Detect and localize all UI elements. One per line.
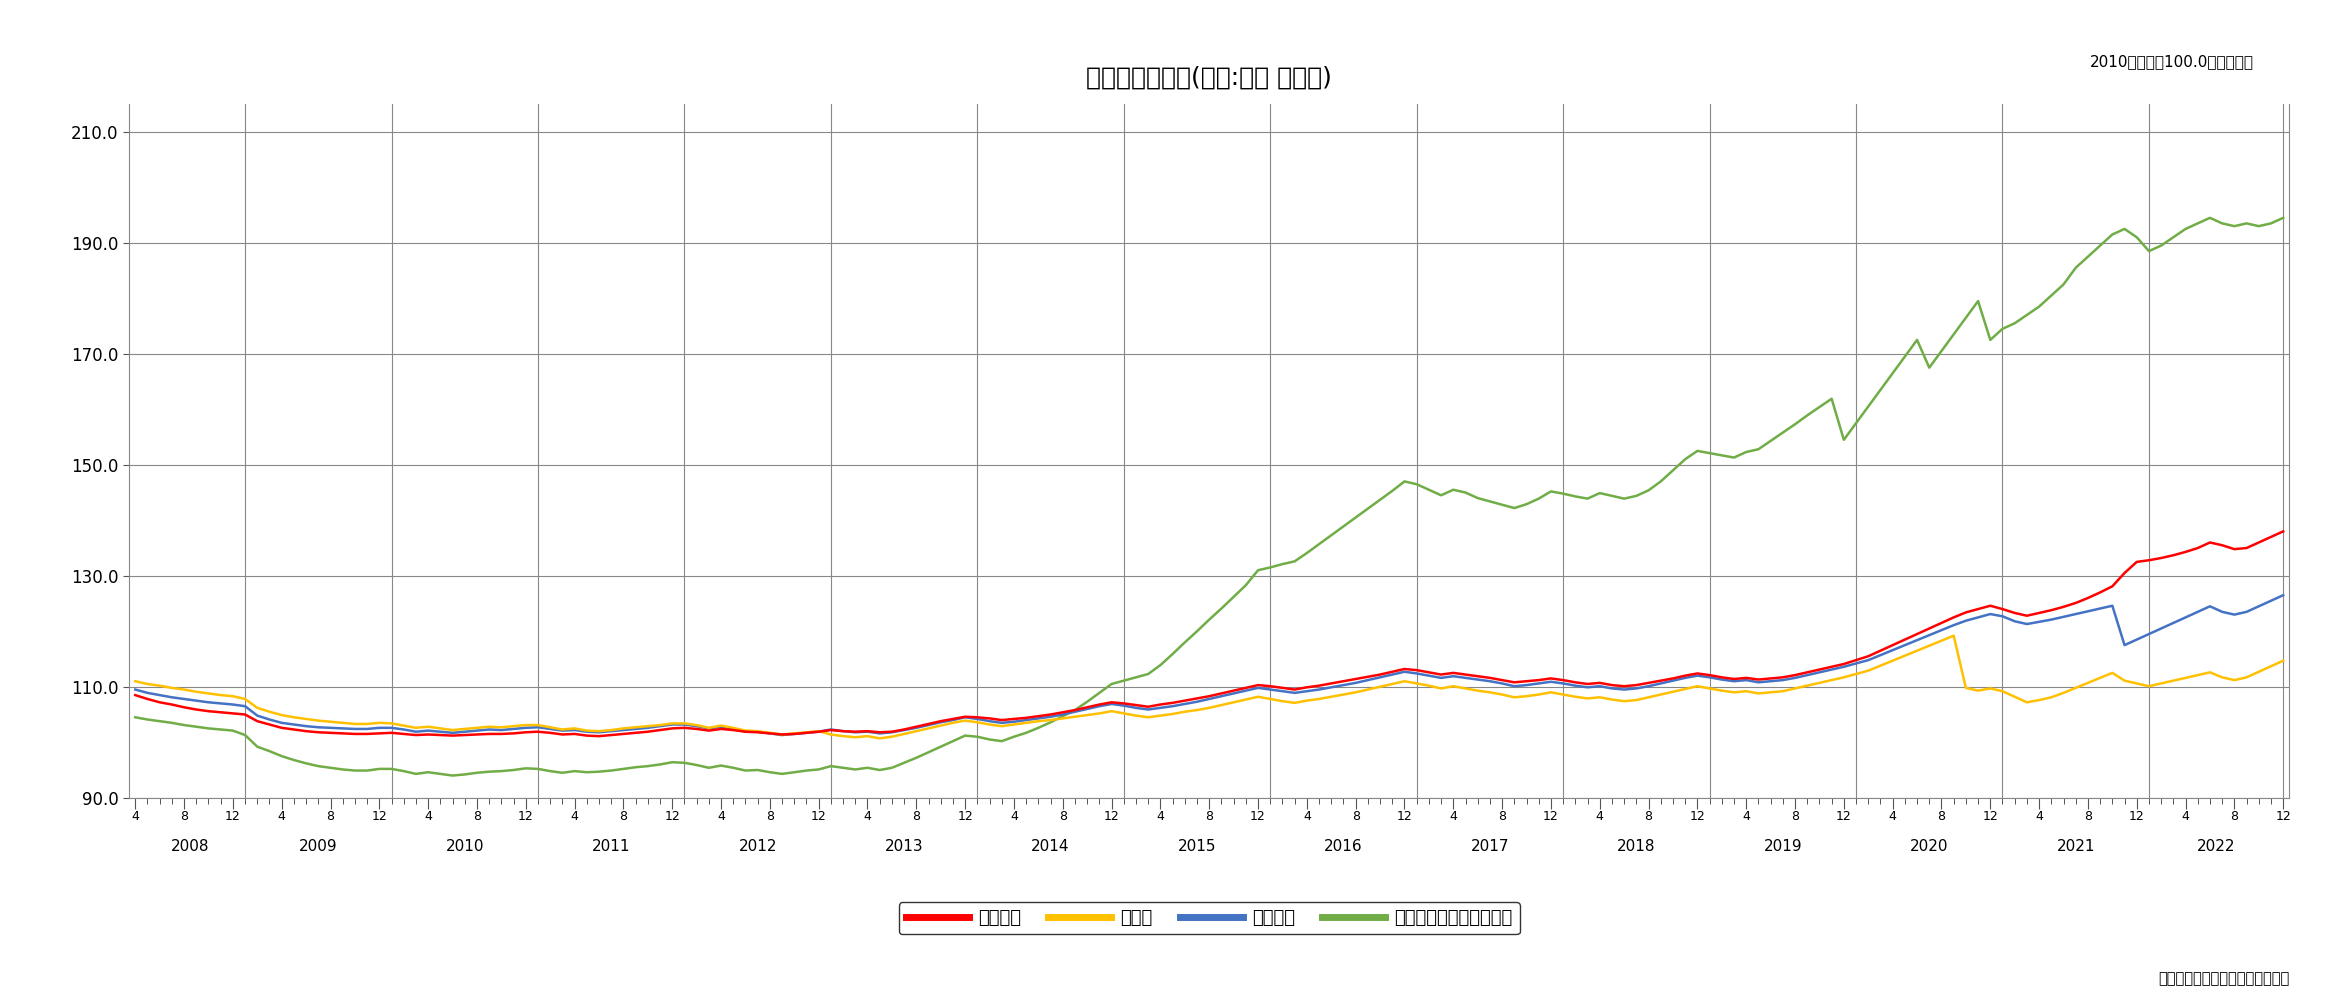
Text: 2018: 2018 xyxy=(1618,839,1655,854)
Text: 2022: 2022 xyxy=(2198,839,2235,854)
Text: 2012: 2012 xyxy=(737,839,777,854)
Text: 2011: 2011 xyxy=(592,839,632,854)
Text: 2020: 2020 xyxy=(1909,839,1949,854)
Text: 2009: 2009 xyxy=(298,839,338,854)
Text: 2021: 2021 xyxy=(2057,839,2094,854)
Text: 2008: 2008 xyxy=(171,839,209,854)
Text: 出典：国交省「不動産価格指数」: 出典：国交省「不動産価格指数」 xyxy=(2158,971,2289,986)
Legend: 住宅総合, 住宅地, 戸建住宅, マンション（区分所有）: 住宅総合, 住宅地, 戸建住宅, マンション（区分所有） xyxy=(899,902,1519,935)
Text: 2010年平均＝100.0（基準値）: 2010年平均＝100.0（基準値） xyxy=(2090,55,2254,69)
Text: 2015: 2015 xyxy=(1179,839,1216,854)
Text: 2013: 2013 xyxy=(885,839,923,854)
Text: 2010: 2010 xyxy=(446,839,484,854)
Text: 2017: 2017 xyxy=(1470,839,1510,854)
Text: 2019: 2019 xyxy=(1763,839,1803,854)
Text: 2016: 2016 xyxy=(1324,839,1362,854)
Title: 不動産価格指数(全国:住宅 原系列): 不動産価格指数(全国:住宅 原系列) xyxy=(1087,65,1331,89)
Text: 2014: 2014 xyxy=(1031,839,1071,854)
